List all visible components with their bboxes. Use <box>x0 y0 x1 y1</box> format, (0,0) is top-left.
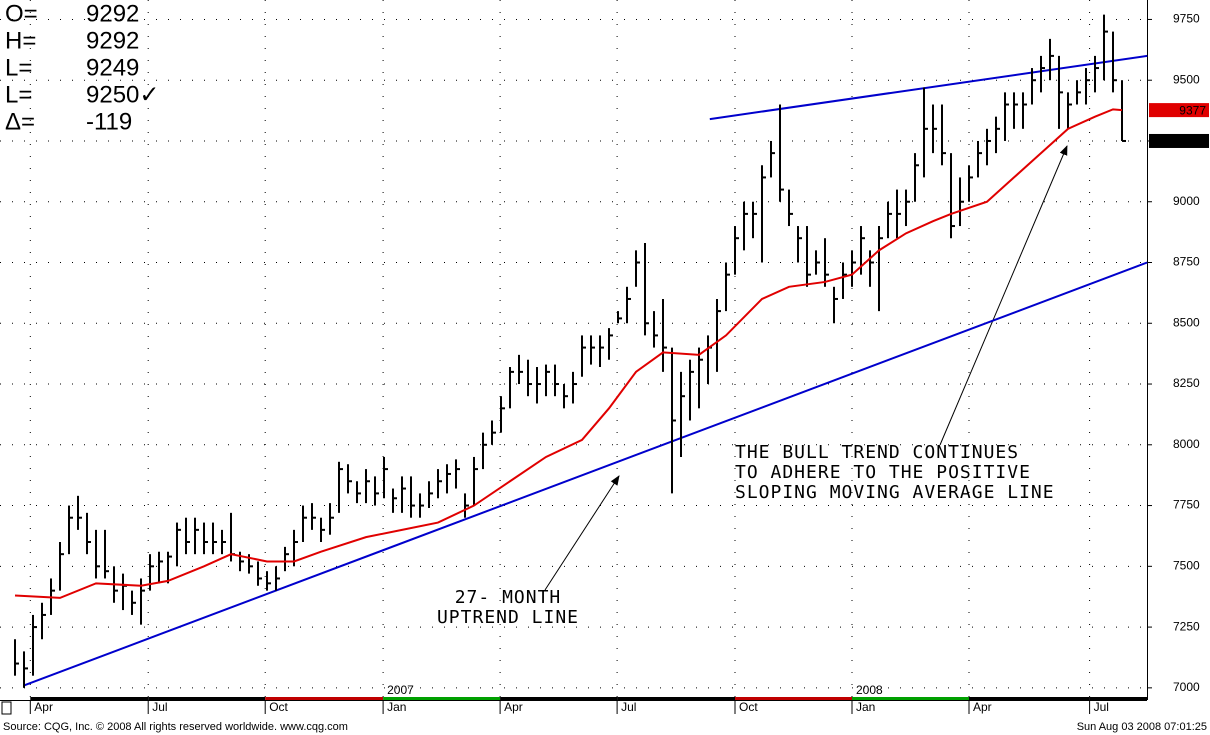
x-tick-label: Jul <box>152 700 167 714</box>
y-tick-label: 8250 <box>1173 376 1200 390</box>
y-tick-label: 9750 <box>1173 12 1200 26</box>
y-tick-label: 8750 <box>1173 255 1200 269</box>
x-tick-label: Jul <box>1094 700 1109 714</box>
x-tick-label: Apr <box>34 700 53 714</box>
y-tick-label: 9000 <box>1173 194 1200 208</box>
x-tick-label: Jan <box>387 700 406 714</box>
y-tick-label: 8500 <box>1173 315 1200 329</box>
y-tick-label: 7250 <box>1173 619 1200 633</box>
readout-label: H= <box>5 27 36 54</box>
annotation: THE BULL TREND CONTINUES <box>735 442 1019 463</box>
x-tick-label: Apr <box>973 700 992 714</box>
annotation: 27- MONTH <box>455 587 562 608</box>
readout-value: 9292 <box>86 0 139 27</box>
trendline <box>23 261 1148 687</box>
y-tick-label: 8000 <box>1173 437 1200 451</box>
quarter-strip <box>383 697 501 700</box>
quarter-strip <box>617 697 735 700</box>
annotation-arrow <box>544 475 620 591</box>
source: Source: CQG, Inc. © 2008 All rights rese… <box>3 721 348 733</box>
x-tick-label: Oct <box>739 700 758 714</box>
readout-value: 9249 <box>86 54 139 81</box>
annotation: SLOPING MOVING AVERAGE LINE <box>735 482 1055 503</box>
timestamp: Sun Aug 03 2008 07:01:25 <box>1077 721 1207 733</box>
price-tag <box>1149 133 1209 148</box>
y-tick-label: 9500 <box>1173 72 1200 86</box>
annotation: TO ADHERE TO THE POSITIVE <box>735 462 1031 483</box>
corner-box <box>1 701 12 715</box>
y-tick-label: 7500 <box>1173 558 1200 572</box>
readout-label: Δ= <box>5 108 35 135</box>
price-tag <box>1149 103 1209 118</box>
annotation: UPTREND LINE <box>437 607 579 628</box>
readout-label: L= <box>5 54 32 81</box>
year-label: 2007 <box>387 683 414 697</box>
quarter-strip <box>851 697 969 700</box>
readout-value: 9250✓ <box>86 81 160 108</box>
x-tick-label: Oct <box>269 700 288 714</box>
readout-value: 9292 <box>86 27 139 54</box>
quarter-strip <box>148 697 266 700</box>
trendline <box>709 54 1148 121</box>
quarter-strip <box>734 697 852 700</box>
x-tick-label: Jan <box>856 700 875 714</box>
quarter-strip <box>30 697 149 700</box>
annotation-arrow <box>939 145 1068 446</box>
x-tick-label: Apr <box>504 700 523 714</box>
readout-value: -119 <box>86 108 132 135</box>
readout-label: O= <box>5 0 38 27</box>
readout-label: L= <box>5 81 32 108</box>
x-tick-label: Jul <box>621 700 636 714</box>
price-tag-label: 9250 <box>1179 134 1206 148</box>
moving-average <box>14 108 1123 599</box>
y-tick-label: 7750 <box>1173 498 1200 512</box>
price-tag-label: 9377 <box>1179 103 1206 117</box>
quarter-strip <box>500 697 618 700</box>
quarter-strip <box>265 697 384 700</box>
year-label: 2008 <box>856 683 883 697</box>
y-tick-label: 7000 <box>1173 680 1200 694</box>
quarter-strip <box>1089 697 1147 700</box>
quarter-strip <box>968 697 1090 700</box>
